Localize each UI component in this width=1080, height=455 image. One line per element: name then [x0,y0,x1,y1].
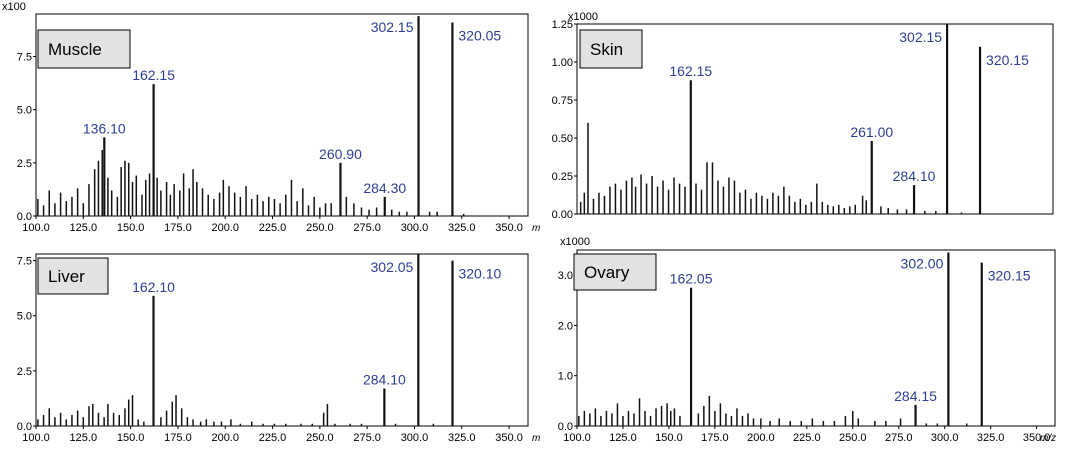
peak-label: 284.30 [363,180,406,196]
peak-label: 302.00 [901,256,944,272]
x-tick-label: 350.0 [495,222,523,234]
x-axis-unit: m/z [1040,433,1056,444]
peak-label: 302.05 [371,259,414,275]
y-tick-label: 2.5 [17,366,32,378]
y-tick-label: 1.0 [558,371,573,383]
x-tick-label: 100.0 [22,432,50,444]
spectrum-skin: 162.15 261.00 284.10 302.15 320.15 0.00 0.25 0.… [552,11,1054,221]
x-tick-label: 350.0 [1023,432,1051,444]
peak-label: 260.90 [319,146,362,162]
x-tick-label: 225.0 [259,432,287,444]
x-tick-label: 200.0 [211,432,239,444]
chart-panel-liver: 162.10 284.10 302.05 320.10 0.0 2.5 5.0 7.5 100.… [0,230,540,455]
x-tick-label: 300.0 [931,432,959,444]
peak-label: 162.15 [669,63,712,79]
plot-frame [576,249,1056,427]
y-tick-label: 0.0 [558,421,573,433]
plot-frame [576,23,1054,215]
y-tick-label: 2.0 [558,320,573,332]
peak-label: 162.10 [132,279,175,295]
plot-frame [35,13,529,217]
x-tick-label: 175.0 [164,432,192,444]
peak-label: 302.15 [899,29,942,45]
x-tick-label: 250.0 [839,432,867,444]
tissue-label-box [37,257,109,295]
tissue-label-box [573,253,657,291]
tissue-label: Ovary [584,263,630,282]
peak-label: 320.15 [986,52,1029,68]
x-tick-label: 275.0 [353,222,381,234]
tissue-label-box [579,29,643,69]
x-tick-label: 100.0 [563,432,591,444]
x-tick-label: 100.0 [22,222,50,234]
x-tick-label: 300.0 [401,432,429,444]
x-tick-label: 325.0 [977,432,1005,444]
spectrum-muscle: 136.10 162.15 260.90 284.30 302.15 320.05 0.0 2… [2,1,540,234]
y-tick-label: 5.0 [17,105,32,117]
y-axis-multiplier: x100 [2,1,26,13]
x-tick-label: 325.0 [448,432,476,444]
y-tick-label: 1.00 [552,57,573,69]
y-tick-label: 7.5 [17,256,32,268]
x-axis-unit: m [532,223,540,234]
x-tick-label: 200.0 [747,432,775,444]
chart-panel-ovary: 162.05 284.15 302.00 320.15 0.0 1.0 2.0 3.0 100.… [540,230,1080,455]
peak-label: 136.10 [83,120,126,136]
peak-label: 284.10 [363,372,406,388]
x-tick-label: 325.0 [448,222,476,234]
x-tick-label: 150.0 [117,222,145,234]
peak-label: 302.15 [371,19,414,35]
chart-panel-muscle: 136.10 162.15 260.90 284.30 302.15 320.05 0.0 2… [0,0,540,234]
y-tick-label: 0.0 [17,211,32,223]
tissue-label-box [37,29,131,69]
x-tick-label: 275.0 [353,432,381,444]
peak-label: 284.15 [894,388,937,404]
tissue-label: Liver [48,267,85,286]
x-tick-label: 350.0 [495,432,523,444]
x-tick-label: 200.0 [211,222,239,234]
y-axis-multiplier: x1000 [568,11,598,23]
x-tick-label: 125.0 [609,432,637,444]
y-tick-label: 5.0 [17,311,32,323]
spectrum-liver: 162.10 284.10 302.05 320.10 0.0 2.5 5.0 7.5 100.… [17,253,540,444]
x-tick-label: 225.0 [793,432,821,444]
y-tick-label: 1.25 [552,19,573,31]
y-tick-label: 2.5 [17,158,32,170]
peak-label: 162.15 [132,67,175,83]
peak-label: 162.05 [670,271,713,287]
peak-label: 320.15 [988,268,1031,284]
y-tick-label: 0.75 [552,95,573,107]
x-tick-label: 250.0 [306,432,334,444]
plot-frame [35,253,529,427]
y-tick-label: 0.00 [552,209,573,221]
x-tick-label: 175.0 [164,222,192,234]
peak-label: 284.10 [893,168,936,184]
y-tick-label: 3.0 [558,270,573,282]
chart-panel-skin: 162.15 261.00 284.10 302.15 320.15 0.00 0.25 0.… [540,0,1080,230]
tissue-label: Muscle [48,40,102,59]
y-tick-label: 7.5 [17,52,32,64]
x-tick-label: 125.0 [70,432,98,444]
spectrum-ovary: 162.05 284.15 302.00 320.15 0.0 1.0 2.0 3.0 100.… [558,236,1056,444]
x-tick-label: 250.0 [306,222,334,234]
y-axis-multiplier: x1000 [560,236,590,248]
tissue-label: Skin [590,40,623,59]
x-tick-label: 150.0 [117,432,145,444]
peak-label: 320.05 [458,28,501,44]
x-tick-label: 275.0 [885,432,913,444]
x-axis-unit: m [532,433,540,444]
x-tick-label: 125.0 [70,222,98,234]
x-tick-label: 300.0 [401,222,429,234]
y-tick-label: 0.25 [552,171,573,183]
y-tick-label: 0.50 [552,133,573,145]
peak-label: 261.00 [850,124,893,140]
peak-label: 320.10 [458,266,501,282]
y-tick-label: 0.0 [17,421,32,433]
x-tick-label: 150.0 [655,432,683,444]
x-tick-label: 225.0 [259,222,287,234]
x-tick-label: 175.0 [701,432,729,444]
